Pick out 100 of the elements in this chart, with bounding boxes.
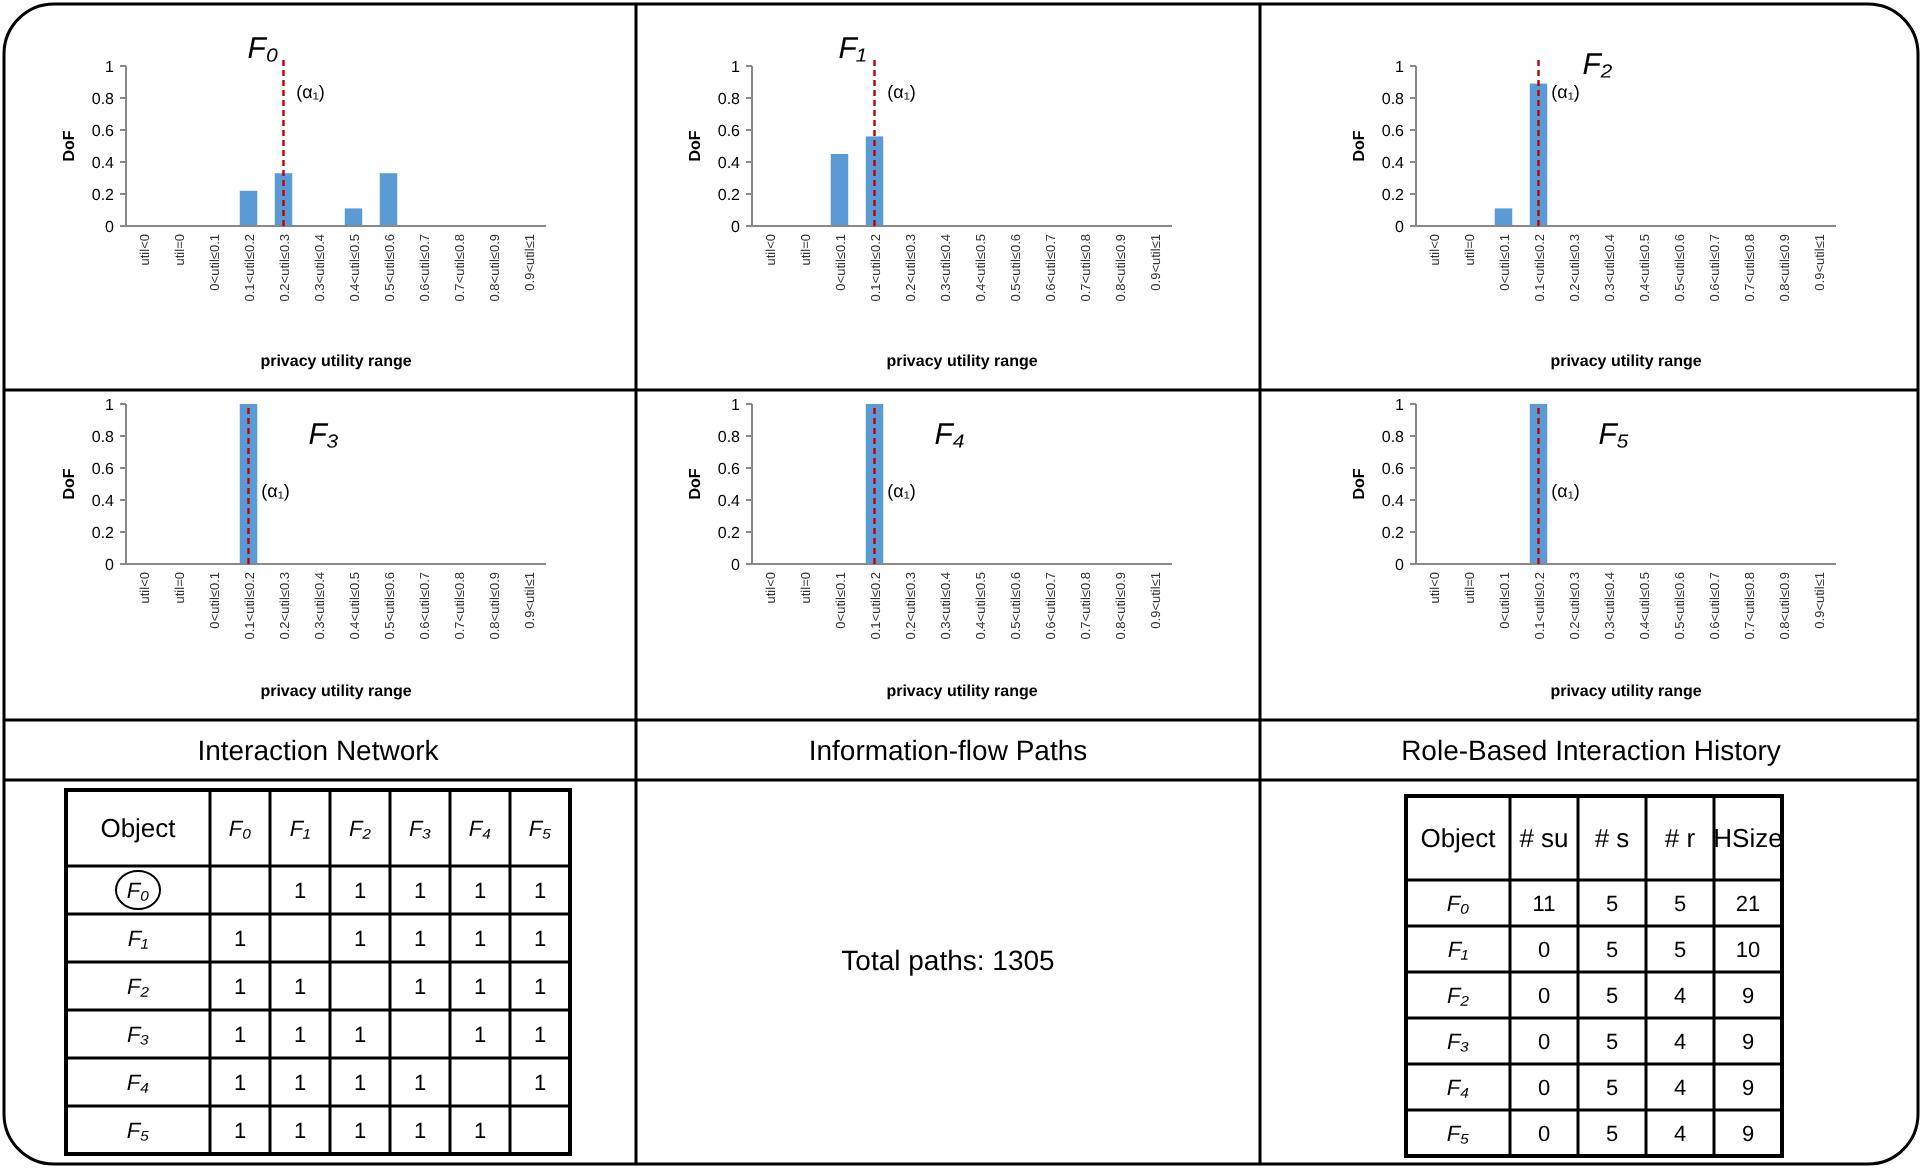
text: Role-Based Interaction History [1401, 733, 1781, 766]
text: 1 [353, 1071, 367, 1096]
category-label: HSize [1713, 823, 1783, 854]
text: Object [100, 813, 177, 844]
y-tick-label: 0 [731, 217, 742, 236]
x-axis-title: privacy utility range [886, 682, 1039, 700]
category-label: F₀ [126, 879, 150, 904]
text: 1 [473, 927, 487, 952]
text: 5 [1605, 1076, 1619, 1101]
text: 5 [1673, 938, 1687, 963]
text: 1 [353, 1023, 367, 1048]
y-tick-label: 0.8 [717, 427, 742, 446]
text: 1 [533, 879, 547, 904]
x-axis-title: privacy utility range [1550, 352, 1703, 370]
text: 9 [1741, 1076, 1755, 1101]
text: 1 [413, 1071, 427, 1096]
y-tick-label: 0.2 [91, 523, 116, 542]
text: 1 [353, 927, 367, 952]
y-tick-label: 1 [1395, 395, 1406, 414]
y-tick-label: 0.2 [1381, 523, 1406, 542]
category-label: F₁ [289, 817, 312, 842]
text: 1 [473, 1023, 487, 1048]
text: 1 [473, 1119, 487, 1144]
text: 4 [1673, 1030, 1687, 1055]
text: 21 [1735, 892, 1761, 917]
y-tick-label: 0 [105, 217, 116, 236]
y-tick-label: 0.2 [91, 185, 116, 204]
ref-line-label: (α₁) [261, 480, 290, 501]
text: 0 [1537, 1076, 1551, 1101]
y-axis-title: DoF [60, 468, 78, 500]
y-tick-label: 0.4 [91, 491, 116, 510]
y-tick-label: 0.8 [1381, 89, 1406, 108]
text: F₄ [934, 418, 965, 452]
text: 9 [1741, 1122, 1755, 1147]
y-tick-label: 0.6 [91, 459, 116, 478]
ref-line-label: (α₁) [887, 480, 916, 501]
text: 1 [293, 1119, 307, 1144]
category-label: F₃ [1446, 1030, 1470, 1055]
y-tick-label: 0.4 [1381, 491, 1406, 510]
category-label: F₅ [528, 817, 553, 842]
y-axis-title: DoF [1350, 468, 1368, 500]
category-label: # su [1519, 823, 1569, 854]
category-label: F₂ [1447, 984, 1469, 1009]
category-label: F₄ [126, 1071, 150, 1096]
y-tick-label: 0.8 [91, 427, 116, 446]
text: 9 [1741, 1030, 1755, 1055]
text: Object [1420, 823, 1497, 854]
text: 5 [1605, 1122, 1619, 1147]
category-label: F₄ [468, 817, 492, 842]
ref-line-label: (α₁) [296, 82, 325, 102]
ref-line-label: (α₁) [1551, 82, 1580, 102]
text: 1 [233, 975, 247, 1000]
text: 1 [473, 975, 487, 1000]
text: 10 [1735, 938, 1761, 963]
text: 5 [1605, 892, 1619, 917]
y-tick-label: 0.8 [91, 89, 116, 108]
text: 1 [293, 879, 307, 904]
text: 1 [233, 1119, 247, 1144]
y-tick-label: 0.4 [91, 153, 116, 172]
category-label: F₃ [408, 817, 433, 842]
y-tick-label: 0.4 [717, 491, 742, 510]
text: 0 [1537, 938, 1551, 963]
text: 1 [533, 1023, 547, 1048]
text: 5 [1605, 938, 1619, 963]
category-label: F₀ [228, 817, 253, 842]
x-axis-title: privacy utility range [886, 352, 1039, 370]
text: 1 [293, 975, 307, 1000]
x-axis-title: privacy utility range [260, 682, 413, 700]
text: Total paths: 1305 [841, 943, 1056, 976]
text: 1 [533, 975, 547, 1000]
y-tick-label: 0.6 [1381, 459, 1406, 478]
bar [344, 208, 363, 226]
text: 4 [1673, 1122, 1687, 1147]
chart-title: F₀ [247, 32, 279, 66]
y-tick-label: 0 [105, 555, 116, 574]
text: 5 [1605, 1030, 1619, 1055]
text: 1 [233, 1023, 247, 1048]
text: 1 [413, 879, 427, 904]
text: F₅ [1598, 418, 1629, 452]
text: 1 [473, 879, 487, 904]
x-axis-title: privacy utility range [1550, 682, 1703, 700]
category-label: F₀ [1446, 892, 1470, 917]
text: 1 [413, 1119, 427, 1144]
y-tick-label: 0.6 [1381, 121, 1406, 140]
chart-title: F₁ [838, 32, 867, 66]
text: 5 [1605, 984, 1619, 1009]
y-axis-title: DoF [1350, 130, 1368, 162]
y-tick-label: 0 [1395, 555, 1406, 574]
category-label: # s [1594, 823, 1631, 854]
bar [239, 190, 258, 226]
category-label: F₁ [127, 927, 149, 952]
text: 11 [1532, 892, 1556, 917]
text: 1 [233, 927, 247, 952]
text: 4 [1673, 984, 1687, 1009]
text: 1 [293, 1071, 307, 1096]
y-tick-label: 0 [731, 555, 742, 574]
text: 0 [1537, 984, 1551, 1009]
y-tick-label: 1 [731, 395, 742, 414]
category-label: F₅ [1446, 1122, 1470, 1147]
y-tick-label: 1 [731, 57, 742, 76]
